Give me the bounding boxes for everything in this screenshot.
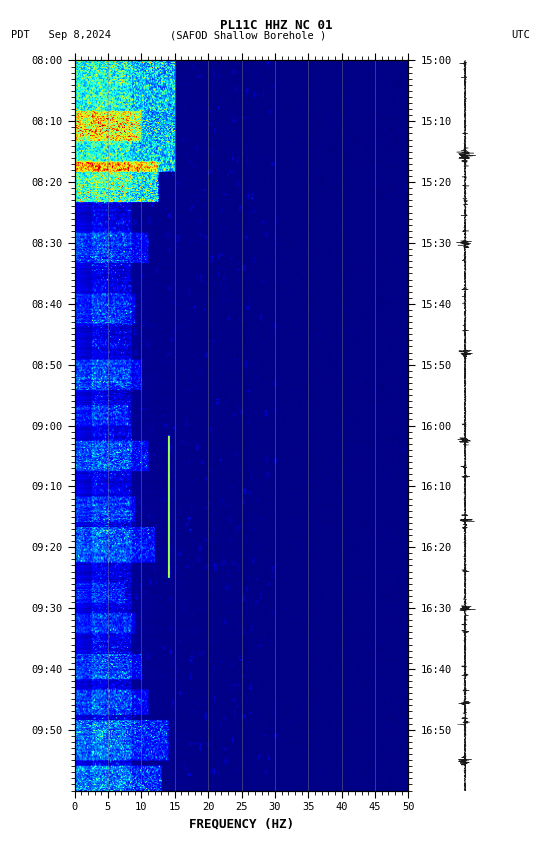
Text: UTC: UTC	[511, 30, 530, 41]
Text: PDT   Sep 8,2024: PDT Sep 8,2024	[11, 30, 111, 41]
Text: PL11C HHZ NC 01: PL11C HHZ NC 01	[220, 19, 332, 32]
Text: (SAFOD Shallow Borehole ): (SAFOD Shallow Borehole )	[170, 30, 327, 41]
X-axis label: FREQUENCY (HZ): FREQUENCY (HZ)	[189, 818, 294, 831]
